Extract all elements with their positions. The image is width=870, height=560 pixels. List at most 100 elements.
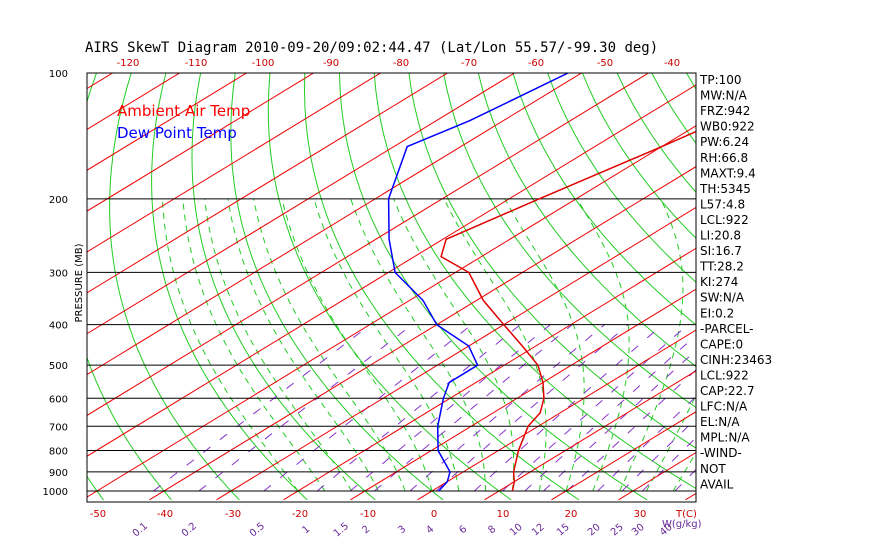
mixing-ratio-tick: 15 (555, 522, 572, 539)
stability-index-item: CAP:22.7 (700, 384, 755, 398)
dry-adiabat (512, 73, 696, 326)
dry-adiabat (845, 54, 870, 500)
isotherm (87, 84, 696, 457)
stability-index-item: MW:N/A (700, 89, 748, 103)
top-temperature-tick: -70 (461, 58, 477, 69)
stability-index-item: WB0:922 (700, 120, 755, 134)
mixing-ratio-tick: 10 (508, 522, 525, 539)
stability-index-item: LCL:922 (700, 368, 749, 382)
stability-index-item: CAPE:0 (700, 337, 743, 351)
stability-index-item: SW:N/A (700, 291, 745, 305)
stability-index-item: RH:66.8 (700, 151, 748, 165)
stability-index-item: MPL:N/A (700, 431, 750, 445)
pressure-tick-label: 900 (49, 468, 68, 479)
stability-index-item: TH:5345 (699, 182, 751, 196)
mixing-ratio-tick: 1 (300, 524, 312, 537)
isotherm (551, 411, 696, 501)
dry-adiabat (547, 73, 696, 283)
pressure-tick-label: 500 (49, 361, 68, 372)
mixing-ratio-tick: 12 (530, 522, 547, 539)
isotherm (87, 73, 516, 335)
dry-adiabat (267, 73, 512, 501)
temperature-profile (440, 130, 696, 492)
stability-index-item: EI:0.2 (700, 306, 734, 320)
moist-adiabat (253, 198, 406, 492)
mixing-ratio-line (316, 324, 521, 492)
dry-adiabat (303, 73, 580, 501)
bottom-temperature-tick: 20 (565, 509, 578, 520)
dewpoint-profile (387, 73, 569, 492)
bottom-temperature-tick: -20 (292, 509, 308, 520)
dry-adiabat (109, 73, 240, 501)
stability-index-item: LI:20.8 (700, 229, 741, 243)
dry-adiabat (373, 73, 696, 490)
dry-adiabat (408, 73, 696, 449)
pressure-tick-label: 800 (49, 446, 68, 457)
pressure-tick-label: 100 (49, 69, 68, 80)
isotherm (752, 54, 870, 500)
mixing-ratio-tick: 8 (486, 524, 498, 537)
dry-adiabat (651, 73, 696, 144)
legend-entry: Ambient Air Temp (117, 102, 250, 120)
pressure-tick-label: 700 (49, 422, 68, 433)
moist-adiabat (727, 199, 870, 491)
bottom-temperature-tick: -30 (225, 509, 241, 520)
moist-adiabat (393, 198, 515, 492)
pressure-tick-label: 600 (49, 394, 68, 405)
mixing-ratio-tick: 0.1 (131, 521, 150, 540)
moist-adiabat (504, 198, 585, 492)
pressure-tick-label: 300 (49, 268, 68, 279)
plot-frame (86, 72, 697, 503)
isotherm (216, 206, 696, 501)
moist-adiabat (576, 198, 630, 492)
isotherm (87, 73, 583, 376)
mixing-ratio-tick: 30 (630, 522, 647, 539)
stability-index-item: FRZ:942 (700, 104, 750, 118)
bottom-temperature-tick: 0 (431, 509, 437, 520)
dry-adiabat (87, 73, 172, 501)
mixing-ratio-tick: 3 (396, 524, 408, 537)
stability-index-item: TP:100 (699, 73, 742, 87)
stability-index-item: -PARCEL- (700, 322, 754, 336)
stability-index-item: NOT (700, 462, 726, 476)
mixing-ratio-tick: 4 (424, 524, 436, 537)
stability-index-item: TT:28.2 (699, 260, 744, 274)
pressure-tick-label: 1000 (43, 487, 68, 498)
top-temperature-tick: -50 (597, 58, 613, 69)
top-temperature-tick: -100 (252, 58, 275, 69)
mixing-ratio-tick: 0.5 (248, 521, 267, 540)
isotherm (484, 370, 696, 501)
dry-adiabat (777, 54, 870, 500)
mixing-ratio-tick: 20 (586, 522, 603, 539)
isotherm (149, 166, 696, 501)
bottom-temperature-tick: -40 (157, 509, 173, 520)
mixing-ratio-line (409, 324, 605, 492)
isotherm (87, 73, 382, 253)
bottom-temperature-tick: -10 (360, 509, 376, 520)
pressure-tick-label: 400 (49, 321, 68, 332)
temperature-axis-label: T(C) (675, 509, 697, 520)
isotherm (87, 73, 449, 294)
bottom-temperature-tick: 10 (497, 509, 510, 520)
dry-adiabat (744, 54, 870, 500)
stability-index-item: EL:N/A (700, 415, 740, 429)
stability-index-item: CINH:23463 (700, 353, 772, 367)
isotherm (87, 73, 315, 212)
mixing-ratio-tick: 25 (609, 522, 626, 539)
bottom-temperature-tick: 30 (634, 509, 647, 520)
moist-adiabat (161, 198, 299, 492)
top-temperature-tick: -40 (664, 58, 680, 69)
stability-index-item: LCL:922 (700, 213, 749, 227)
legend-entry: Dew Point Temp (117, 124, 237, 142)
stability-index-item: SI:16.7 (700, 244, 742, 258)
mixing-ratio-axis-label: W(g/kg) (662, 519, 702, 530)
top-temperature-tick: -60 (528, 58, 544, 69)
moist-adiabat (350, 198, 487, 491)
dry-adiabat (230, 73, 444, 501)
mixing-ratio-tick: 0.2 (180, 521, 199, 540)
dry-adiabat (477, 73, 696, 368)
dry-adiabat (443, 73, 696, 409)
stability-index-item: KI:274 (700, 275, 738, 289)
stability-index-item: -WIND- (700, 446, 742, 460)
mixing-ratio-tick: 6 (457, 524, 469, 537)
